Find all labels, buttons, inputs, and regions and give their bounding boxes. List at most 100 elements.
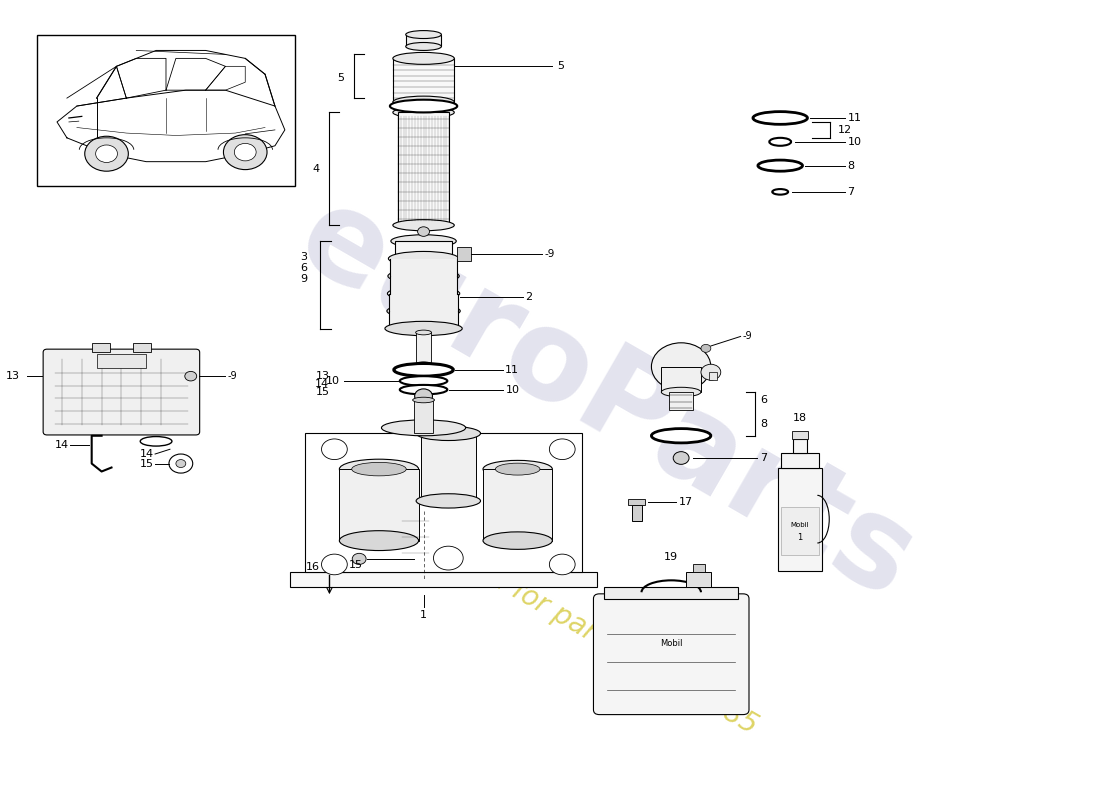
Bar xyxy=(792,431,807,439)
Ellipse shape xyxy=(390,234,456,247)
Ellipse shape xyxy=(340,530,419,550)
Bar xyxy=(708,372,717,380)
Ellipse shape xyxy=(388,269,459,283)
Text: 1: 1 xyxy=(798,533,803,542)
Circle shape xyxy=(352,554,366,565)
Text: 2: 2 xyxy=(526,292,532,302)
Text: 18: 18 xyxy=(793,414,807,423)
Circle shape xyxy=(418,227,429,236)
Ellipse shape xyxy=(389,100,458,113)
Bar xyxy=(406,34,441,46)
Bar xyxy=(631,505,641,521)
Bar xyxy=(389,276,458,294)
Bar xyxy=(395,241,452,273)
Bar xyxy=(389,311,459,329)
Text: 14: 14 xyxy=(316,379,329,389)
Text: 15: 15 xyxy=(140,458,154,469)
Circle shape xyxy=(176,459,186,467)
Circle shape xyxy=(549,439,575,459)
Ellipse shape xyxy=(772,189,788,194)
Ellipse shape xyxy=(661,387,701,397)
Bar xyxy=(781,507,820,555)
Circle shape xyxy=(651,342,711,390)
Ellipse shape xyxy=(416,494,481,508)
Text: 7: 7 xyxy=(760,453,768,463)
Ellipse shape xyxy=(387,304,460,318)
Ellipse shape xyxy=(399,385,448,394)
Text: euroParts: euroParts xyxy=(278,175,936,625)
Text: 6: 6 xyxy=(300,263,308,273)
Text: 12: 12 xyxy=(838,125,851,135)
Bar xyxy=(458,246,471,261)
Bar xyxy=(693,565,705,572)
Ellipse shape xyxy=(495,463,540,475)
FancyBboxPatch shape xyxy=(43,349,200,435)
Bar xyxy=(416,333,431,364)
Ellipse shape xyxy=(390,266,456,279)
Text: 8: 8 xyxy=(760,419,768,429)
Bar xyxy=(133,342,151,352)
Text: 15: 15 xyxy=(350,560,363,570)
Bar xyxy=(778,467,823,571)
Bar xyxy=(686,572,711,586)
Text: a passion for parts since 1985: a passion for parts since 1985 xyxy=(385,506,762,739)
Text: 5: 5 xyxy=(558,62,564,71)
Ellipse shape xyxy=(406,42,441,50)
Bar xyxy=(37,34,295,186)
Text: 1: 1 xyxy=(420,610,427,619)
Ellipse shape xyxy=(483,460,552,478)
Text: 9: 9 xyxy=(300,274,308,284)
Circle shape xyxy=(701,344,711,352)
Text: 16: 16 xyxy=(306,562,319,572)
Ellipse shape xyxy=(412,398,434,402)
Text: 10: 10 xyxy=(848,137,861,147)
Circle shape xyxy=(549,554,575,574)
Ellipse shape xyxy=(399,376,448,386)
Text: 11: 11 xyxy=(848,113,861,123)
Bar xyxy=(793,439,807,454)
Text: 14: 14 xyxy=(55,440,69,450)
Text: 5: 5 xyxy=(338,73,344,83)
Ellipse shape xyxy=(758,160,803,171)
Text: Mobil: Mobil xyxy=(660,638,682,647)
Text: 10: 10 xyxy=(326,376,340,386)
Text: 13: 13 xyxy=(6,371,20,381)
Ellipse shape xyxy=(385,322,462,336)
Bar xyxy=(305,434,582,572)
Bar xyxy=(389,294,458,311)
Ellipse shape xyxy=(393,107,454,118)
Text: 4: 4 xyxy=(312,164,319,174)
Bar xyxy=(661,366,701,392)
Bar xyxy=(398,113,449,226)
Ellipse shape xyxy=(382,420,465,436)
Circle shape xyxy=(701,364,721,380)
Circle shape xyxy=(96,145,118,162)
Ellipse shape xyxy=(754,112,807,124)
Text: 13: 13 xyxy=(316,371,329,381)
Ellipse shape xyxy=(406,30,441,38)
Text: 15: 15 xyxy=(316,387,329,397)
Ellipse shape xyxy=(340,459,419,479)
Circle shape xyxy=(223,134,267,170)
Text: Mobil: Mobil xyxy=(791,522,810,528)
Ellipse shape xyxy=(393,96,454,108)
Bar xyxy=(628,498,646,505)
Ellipse shape xyxy=(388,251,459,266)
Ellipse shape xyxy=(140,437,172,446)
Circle shape xyxy=(321,439,348,459)
Ellipse shape xyxy=(352,462,406,476)
Circle shape xyxy=(321,554,348,574)
Bar xyxy=(421,434,475,501)
Circle shape xyxy=(185,371,197,381)
Text: 14: 14 xyxy=(140,449,154,459)
Bar xyxy=(97,354,146,368)
Text: 6: 6 xyxy=(760,395,768,405)
Text: -9: -9 xyxy=(742,331,752,342)
Ellipse shape xyxy=(393,220,454,230)
Ellipse shape xyxy=(416,330,431,335)
Bar xyxy=(340,469,419,541)
Text: 11: 11 xyxy=(505,365,519,375)
Text: 7: 7 xyxy=(848,187,855,197)
Circle shape xyxy=(415,389,432,403)
Ellipse shape xyxy=(416,362,431,366)
